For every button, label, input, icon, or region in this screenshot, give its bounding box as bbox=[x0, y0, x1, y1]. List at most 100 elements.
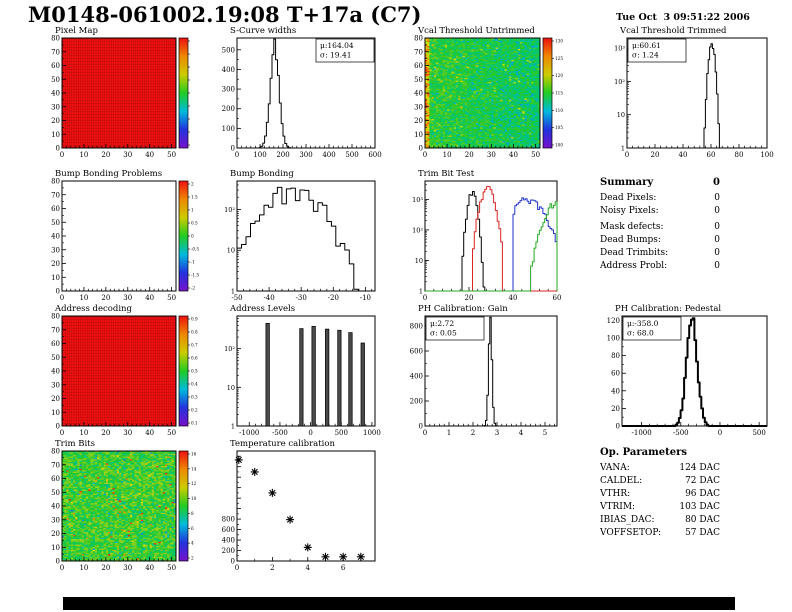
op-parameters-title: Op. Parameters bbox=[600, 447, 687, 458]
ph-calibration-pedestal-plot: PH Calibration: Pedestal -1000 -500 0 500 0 20… bbox=[590, 302, 792, 440]
pixel-map-plot: Pixel Map 0 10 20 30 40 50 0 10 20 30 40 50 60 70 80 bbox=[30, 24, 220, 162]
svg-text:-1: -1 bbox=[191, 260, 195, 265]
svg-text:10: 10 bbox=[51, 409, 60, 417]
pixel-map-chart: 0 10 20 30 40 50 0 10 20 30 40 50 60 70 80 bbox=[51, 35, 190, 159]
svg-text:30: 30 bbox=[51, 246, 60, 254]
svg-text:0.7: 0.7 bbox=[191, 343, 198, 348]
svg-text:16: 16 bbox=[191, 452, 197, 457]
op-parameter-row: VTHR: 96 DAC bbox=[600, 489, 720, 499]
svg-text:60: 60 bbox=[51, 62, 60, 70]
svg-text:-40: -40 bbox=[263, 294, 274, 302]
page-title: M0148-061002.19:08 T+17a (C7) bbox=[28, 2, 422, 27]
svg-text:60: 60 bbox=[707, 151, 716, 159]
svg-text:10: 10 bbox=[51, 544, 60, 552]
plot-title: Pixel Map bbox=[55, 26, 98, 36]
svg-text:0: 0 bbox=[60, 429, 64, 437]
vcal-threshold-trimmed-plot: Vcal Threshold Trimmed 0 20 40 60 80 100 1 10 10²… bbox=[595, 24, 792, 162]
svg-text:400: 400 bbox=[410, 373, 423, 381]
svg-text:20: 20 bbox=[51, 530, 60, 538]
svg-text:0: 0 bbox=[423, 294, 427, 302]
svg-text:50: 50 bbox=[167, 564, 176, 572]
svg-text:12: 12 bbox=[191, 481, 197, 486]
svg-text:40: 40 bbox=[145, 429, 154, 437]
svg-text:50: 50 bbox=[531, 151, 540, 159]
svg-text:10: 10 bbox=[443, 151, 452, 159]
svg-text:125: 125 bbox=[555, 56, 563, 61]
svg-text:120: 120 bbox=[607, 317, 620, 325]
svg-text:0: 0 bbox=[423, 429, 427, 437]
svg-text:0: 0 bbox=[616, 423, 620, 431]
plot-title: PH Calibration: Gain bbox=[418, 304, 508, 314]
svg-text:10: 10 bbox=[79, 564, 88, 572]
svg-text:8: 8 bbox=[191, 511, 194, 516]
address-decoding-heatmap bbox=[62, 316, 176, 426]
svg-text:6: 6 bbox=[341, 564, 346, 572]
svg-text:200: 200 bbox=[222, 105, 235, 113]
svg-text:40: 40 bbox=[611, 387, 620, 395]
svg-text:30: 30 bbox=[414, 103, 423, 111]
svg-text:50: 50 bbox=[51, 354, 60, 362]
svg-text:σ: 1.24: σ: 1.24 bbox=[632, 51, 659, 60]
address-levels-plot: Address Levels -1000 -500 0 500 1000 1 10 10² bbox=[205, 302, 419, 440]
svg-text:600: 600 bbox=[368, 151, 381, 159]
bump-bonding-chart: -50 -40 -30 -20 -10 1 10 10² bbox=[224, 180, 376, 302]
svg-text:1: 1 bbox=[231, 288, 235, 296]
summary-row: Dead Bumps: 0 bbox=[600, 235, 720, 245]
svg-text:30: 30 bbox=[51, 516, 60, 524]
svg-text:10²: 10² bbox=[614, 78, 625, 86]
ph-calibration-gain-plot: PH Calibration: Gain 0 1 2 3 4 5 0 200 400 600 800 μ… bbox=[393, 302, 601, 440]
svg-text:20: 20 bbox=[611, 405, 620, 413]
svg-text:20: 20 bbox=[101, 294, 110, 302]
summary-panel: Summary 0 Dead Pixels: 0 Noisy Pixels: 0 M… bbox=[600, 176, 720, 273]
summary-row: Dead Trimbits: 0 bbox=[600, 248, 720, 258]
svg-text:60: 60 bbox=[611, 370, 620, 378]
svg-text:4: 4 bbox=[306, 564, 311, 572]
plot-title: Vcal Threshold Trimmed bbox=[620, 26, 727, 36]
svg-text:80: 80 bbox=[51, 178, 60, 186]
svg-text:μ:2.72: μ:2.72 bbox=[430, 319, 454, 328]
plot-title: Bump Bonding Problems bbox=[55, 169, 163, 179]
svg-text:1: 1 bbox=[447, 429, 451, 437]
svg-text:-10: -10 bbox=[360, 294, 371, 302]
pixel-map-heatmap bbox=[62, 38, 176, 148]
svg-text:50: 50 bbox=[51, 219, 60, 227]
svg-text:50: 50 bbox=[167, 294, 176, 302]
svg-text:60: 60 bbox=[414, 62, 423, 70]
svg-text:-500: -500 bbox=[673, 429, 689, 437]
svg-text:0.2: 0.2 bbox=[191, 408, 198, 413]
scurve-widths-plot: S-Curve widths 0 100 200 300 400 500 600 0 100 200… bbox=[205, 24, 419, 162]
svg-text:10³: 10³ bbox=[412, 196, 423, 204]
summary-row: Dead Pixels: 0 bbox=[600, 193, 720, 203]
svg-text:14: 14 bbox=[191, 466, 197, 471]
plot-title: S-Curve widths bbox=[230, 26, 297, 36]
trim-bit-test-chart: 0 20 40 60 1 10 10² 10³ bbox=[412, 180, 561, 302]
svg-text:50: 50 bbox=[167, 151, 176, 159]
svg-text:400: 400 bbox=[222, 537, 235, 545]
svg-text:40: 40 bbox=[51, 368, 60, 376]
svg-text:0.9: 0.9 bbox=[191, 317, 198, 322]
svg-text:100: 100 bbox=[760, 151, 773, 159]
svg-text:30: 30 bbox=[487, 151, 496, 159]
svg-text:0.4: 0.4 bbox=[191, 382, 198, 387]
svg-text:130: 130 bbox=[555, 39, 563, 44]
svg-text:4: 4 bbox=[191, 541, 194, 546]
vcal-untrimmed-heatmap bbox=[425, 38, 540, 148]
svg-text:-30: -30 bbox=[296, 294, 307, 302]
svg-text:40: 40 bbox=[51, 90, 60, 98]
svg-text:0.5: 0.5 bbox=[191, 221, 198, 226]
svg-text:1: 1 bbox=[191, 208, 194, 213]
svg-text:0: 0 bbox=[231, 558, 235, 566]
svg-text:100: 100 bbox=[253, 151, 266, 159]
op-parameters-panel: Op. Parameters VANA: 124 DAC CALDEL: 72 DA… bbox=[600, 446, 720, 540]
op-parameter-row: VANA: 124 DAC bbox=[600, 463, 720, 473]
svg-text:0: 0 bbox=[419, 423, 423, 431]
svg-text:500: 500 bbox=[752, 429, 765, 437]
svg-text:40: 40 bbox=[509, 294, 518, 302]
svg-text:0: 0 bbox=[56, 558, 60, 566]
svg-text:2: 2 bbox=[191, 182, 194, 187]
svg-text:800: 800 bbox=[410, 323, 423, 331]
svg-text:60: 60 bbox=[51, 205, 60, 213]
svg-text:10: 10 bbox=[191, 496, 197, 501]
op-parameter-row: CALDEL: 72 DAC bbox=[600, 476, 720, 486]
timestamp: Tue Oct 3 09:51:22 2006 bbox=[616, 12, 750, 23]
